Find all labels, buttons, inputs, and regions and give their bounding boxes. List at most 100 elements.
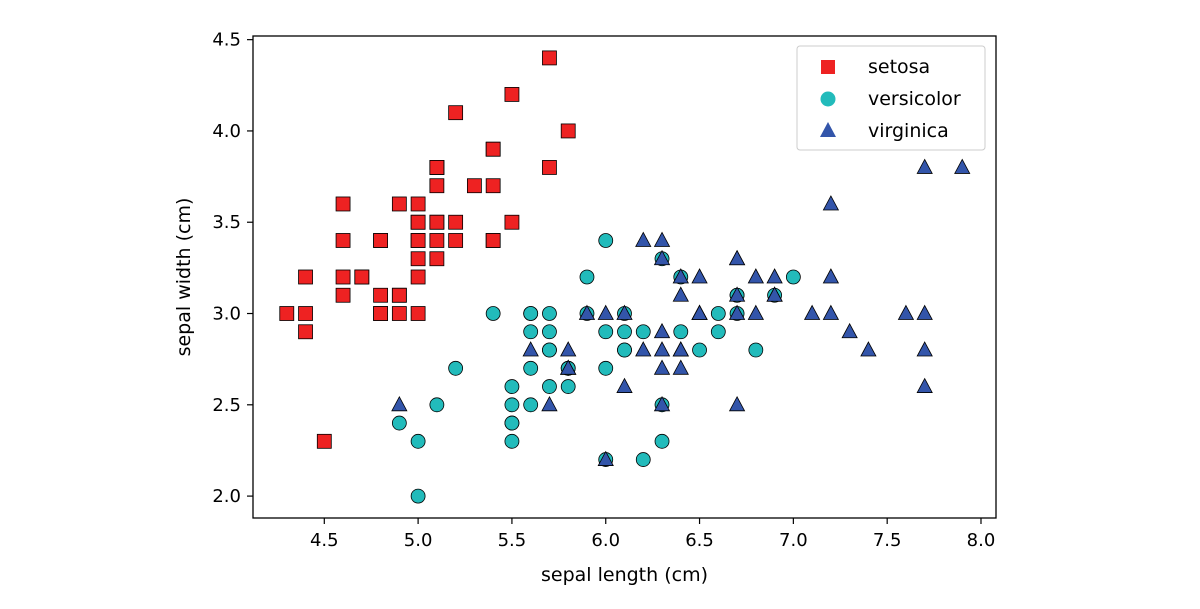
- point-versicolor-24: [673, 324, 689, 340]
- point-setosa-30: [373, 287, 388, 303]
- y-axis-label: sepal width (cm): [173, 198, 195, 357]
- point-virginica-5: [897, 304, 915, 320]
- point-setosa-17: [429, 214, 445, 230]
- point-versicolor-19: [523, 397, 539, 413]
- point-virginica-15: [672, 268, 689, 284]
- point-virginica-2: [803, 304, 821, 320]
- point-setosa-16: [485, 141, 501, 157]
- point-virginica-41: [766, 286, 783, 302]
- point-versicolor-8: [710, 324, 726, 340]
- legend-square-icon: [821, 60, 835, 74]
- legend-triangle-icon: [820, 122, 836, 137]
- point-virginica-7: [841, 322, 858, 339]
- point-virginica-46: [653, 395, 671, 412]
- x-tick-label: 5.0: [404, 530, 433, 551]
- point-setosa-45: [373, 306, 388, 321]
- point-versicolor-28: [598, 324, 614, 340]
- legend-circle-icon: [820, 91, 836, 107]
- x-tick-label: 4.5: [310, 530, 339, 551]
- point-versicolor-46: [542, 324, 557, 340]
- point-setosa-21: [429, 178, 445, 194]
- point-virginica-36: [653, 231, 671, 247]
- point-virginica-14: [560, 341, 577, 357]
- point-virginica-10: [691, 268, 708, 284]
- point-setosa-24: [373, 233, 388, 248]
- point-virginica-30: [860, 341, 877, 357]
- y-tick-label: 4.5: [212, 30, 241, 51]
- point-virginica-11: [672, 359, 689, 375]
- point-virginica-20: [766, 268, 783, 284]
- point-setosa-3: [335, 287, 351, 303]
- point-setosa-18: [542, 160, 557, 175]
- point-versicolor-25: [710, 306, 726, 321]
- legend: setosa versicolor virginica: [796, 45, 986, 151]
- y-tick-label: 4.0: [212, 121, 241, 142]
- point-virginica-47: [691, 304, 708, 320]
- point-setosa-32: [448, 105, 464, 121]
- point-virginica-42: [560, 359, 577, 375]
- point-versicolor-9: [448, 360, 464, 376]
- point-setosa-43: [410, 214, 426, 230]
- point-versicolor-10: [410, 488, 426, 504]
- point-versicolor-3: [504, 433, 520, 449]
- point-setosa-38: [298, 306, 313, 321]
- point-versicolor-31: [504, 415, 520, 431]
- x-tick-label: 6.0: [591, 530, 620, 551]
- point-virginica-21: [522, 341, 539, 357]
- point-setosa-14: [560, 123, 576, 139]
- x-tick-label: 7.5: [873, 530, 902, 551]
- point-setosa-10: [485, 178, 501, 194]
- point-virginica-48: [635, 231, 652, 247]
- point-virginica-23: [653, 359, 671, 375]
- point-versicolor-29: [542, 379, 557, 394]
- point-virginica-0: [653, 249, 671, 266]
- point-setosa-25: [410, 306, 426, 321]
- point-setosa-42: [298, 269, 313, 285]
- point-versicolor-42: [560, 379, 576, 394]
- point-setosa-41: [316, 433, 332, 449]
- x-tick-label: 7.0: [779, 530, 808, 551]
- x-tick-label: 6.5: [685, 530, 714, 551]
- point-virginica-49: [578, 304, 596, 320]
- point-setosa-1: [391, 306, 407, 321]
- point-setosa-15: [542, 50, 557, 66]
- point-setosa-23: [429, 251, 445, 267]
- legend-item-versicolor: versicolor: [820, 88, 961, 110]
- point-setosa-49: [410, 251, 426, 267]
- point-virginica-29: [822, 304, 840, 320]
- point-setosa-46: [429, 160, 445, 175]
- point-versicolor-7: [391, 415, 407, 431]
- point-virginica-26: [635, 341, 652, 357]
- point-setosa-6: [335, 233, 351, 248]
- point-versicolor-49: [542, 342, 557, 358]
- point-versicolor-43: [410, 433, 426, 449]
- point-virginica-38: [597, 304, 614, 320]
- point-versicolor-47: [635, 324, 651, 340]
- x-tick-label: 8.0: [967, 530, 996, 551]
- point-setosa-27: [448, 214, 464, 230]
- point-versicolor-38: [523, 306, 539, 321]
- point-versicolor-26: [748, 342, 764, 358]
- point-virginica-13: [541, 395, 558, 412]
- plot-frame: [252, 35, 997, 519]
- point-virginica-32: [672, 341, 689, 357]
- point-virginica-8: [728, 395, 746, 412]
- point-setosa-47: [335, 269, 351, 285]
- legend-label-virginica: virginica: [868, 120, 949, 142]
- point-setosa-31: [485, 233, 501, 248]
- legend-frame: [796, 45, 986, 151]
- point-virginica-9: [822, 195, 840, 211]
- point-versicolor-35: [598, 233, 614, 248]
- point-setosa-28: [448, 233, 464, 248]
- point-versicolor-37: [654, 433, 670, 449]
- legend-item-setosa: setosa: [821, 56, 930, 78]
- point-virginica-18: [916, 377, 933, 393]
- point-versicolor-34: [485, 306, 501, 321]
- point-setosa-39: [429, 233, 445, 248]
- point-versicolor-4: [692, 342, 707, 358]
- y-tick-label: 3.0: [212, 304, 241, 325]
- point-virginica-43: [747, 268, 765, 284]
- point-virginica-6: [391, 395, 408, 412]
- point-virginica-44: [728, 249, 746, 266]
- point-setosa-48: [466, 178, 482, 194]
